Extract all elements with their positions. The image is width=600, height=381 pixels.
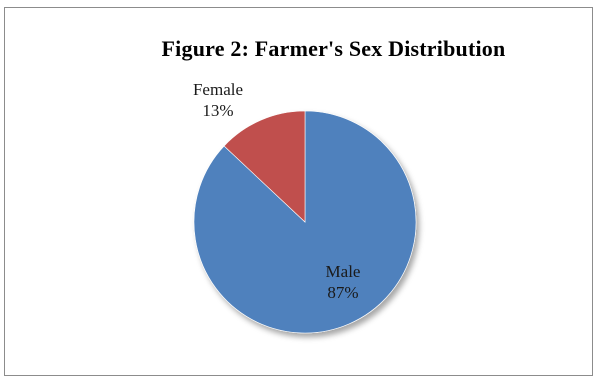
slice-percent-female: 13% — [202, 101, 233, 120]
pie-slices — [193, 110, 417, 334]
pie-slice-female — [223, 110, 306, 223]
slice-label-male: Male — [326, 262, 361, 281]
slice-percent-male: 87% — [327, 283, 358, 302]
slice-label-female: Female — [193, 80, 243, 99]
chart-title: Figure 2: Farmer's Sex Distribution — [161, 36, 506, 61]
pie-labels: Male 87% Female 13% — [193, 80, 360, 302]
